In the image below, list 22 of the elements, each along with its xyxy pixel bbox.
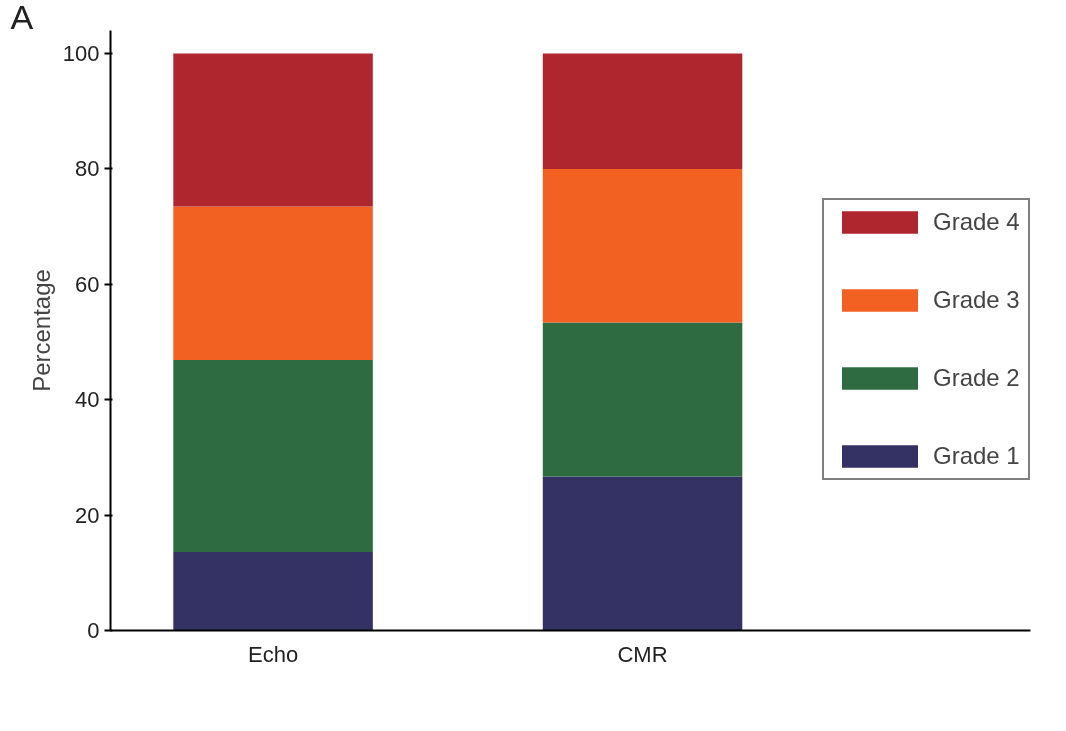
bar: [173, 359, 373, 553]
x-tick-label: CMR: [617, 641, 668, 667]
bar: [542, 53, 743, 169]
bar: [173, 206, 373, 360]
y-tick-label: 0: [87, 618, 100, 643]
x-tick-label: Echo: [248, 641, 299, 667]
y-tick-label: 80: [75, 156, 100, 182]
bar: [173, 53, 373, 207]
legend-label: Grade 3: [933, 286, 1020, 314]
bar: [173, 552, 373, 631]
text: A: [10, 0, 34, 36]
bar: [542, 168, 743, 323]
y-axis-title: Percentage: [27, 269, 55, 392]
bar: [542, 322, 743, 477]
legend-label: Grade 4: [933, 208, 1020, 236]
y-tick-label: 40: [75, 387, 100, 413]
y-tick-label: 20: [75, 502, 100, 528]
legend-label: Grade 2: [933, 364, 1020, 392]
bar: [542, 476, 743, 631]
y-tick-label: 100: [62, 41, 100, 67]
legend-label: Grade 1: [933, 442, 1020, 470]
y-tick-label: 60: [75, 271, 100, 297]
